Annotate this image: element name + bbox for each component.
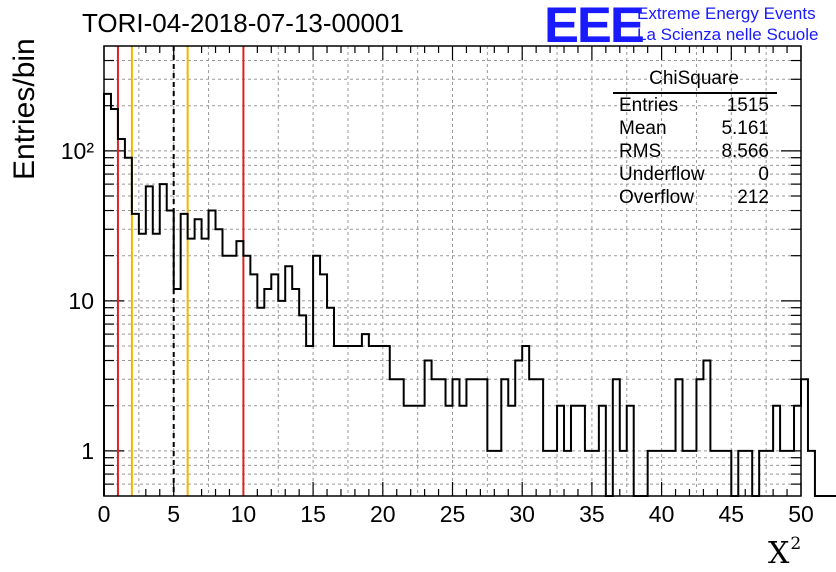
stats-label: Entries xyxy=(619,95,679,116)
x-tick-label: 35 xyxy=(579,501,605,527)
stats-label: Underflow xyxy=(619,164,705,185)
stats-row: Entries 1515 xyxy=(609,94,779,117)
y-tick-labels: 1 10 10² xyxy=(61,138,95,464)
stats-row: Mean 5.161 xyxy=(609,117,779,140)
stats-label: RMS xyxy=(619,141,662,162)
chart-title: TORI-04-2018-07-13-00001 xyxy=(82,8,404,38)
y-tick-label: 1 xyxy=(81,438,94,464)
stats-label: Overflow xyxy=(619,187,694,208)
y-axis-label: Entries/bin xyxy=(8,38,41,180)
stats-value: 0 xyxy=(758,164,769,185)
x-tick-label: 50 xyxy=(788,501,814,527)
x-axis-label: X2 xyxy=(768,534,802,571)
stats-row: Overflow 212 xyxy=(609,186,779,209)
stats-value: 212 xyxy=(737,187,769,208)
logo-line-1: Extreme Energy Events xyxy=(637,4,816,23)
x-tick-label: 5 xyxy=(167,501,180,527)
stats-value: 1515 xyxy=(726,95,769,116)
stats-row: Underflow 0 xyxy=(609,163,779,186)
x-tick-label: 40 xyxy=(649,501,675,527)
x-tick-labels: 0 5 10 15 20 25 30 35 40 45 50 xyxy=(98,501,814,527)
x-tick-label: 45 xyxy=(719,501,745,527)
plot-frame xyxy=(103,45,802,497)
x-tick-label: 20 xyxy=(370,501,396,527)
stats-divider xyxy=(613,92,777,94)
x-tick-label: 10 xyxy=(231,501,257,527)
minor-ticks xyxy=(103,46,802,496)
stats-row: RMS 8.566 xyxy=(609,140,779,163)
stats-label: Mean xyxy=(619,118,667,139)
stats-box: ChiSquare Entries 1515 Mean 5.161 RMS 8.… xyxy=(609,66,779,209)
stats-value: 5.161 xyxy=(721,118,769,139)
x-tick-label: 25 xyxy=(440,501,466,527)
x-tick-label: 0 xyxy=(98,501,111,527)
logo-line-2: La Scienza nelle Scuole xyxy=(637,25,819,44)
x-tick-label: 15 xyxy=(300,501,326,527)
eee-logo: EEE xyxy=(544,0,645,53)
histogram-line xyxy=(103,92,836,497)
y-tick-label: 10 xyxy=(68,288,94,314)
stats-value: 8.566 xyxy=(721,141,769,162)
stats-title: ChiSquare xyxy=(649,68,739,89)
x-tick-label: 30 xyxy=(509,501,535,527)
eee-logo-text: Extreme Energy Events La Scienza nelle S… xyxy=(637,3,818,45)
y-tick-label: 10² xyxy=(61,138,95,164)
